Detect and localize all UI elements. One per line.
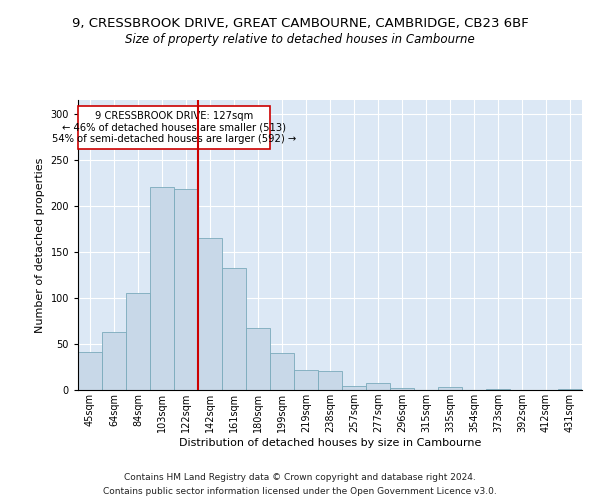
Bar: [294, 370, 318, 390]
Bar: [558, 389, 582, 390]
Bar: [222, 268, 246, 390]
Bar: [126, 294, 150, 390]
Bar: [174, 190, 198, 390]
Bar: [366, 382, 390, 390]
Bar: [342, 386, 366, 390]
Text: Contains public sector information licensed under the Open Government Licence v3: Contains public sector information licen…: [103, 486, 497, 496]
Bar: [486, 389, 510, 390]
Bar: [318, 370, 342, 390]
Text: Contains HM Land Registry data © Crown copyright and database right 2024.: Contains HM Land Registry data © Crown c…: [124, 473, 476, 482]
Y-axis label: Number of detached properties: Number of detached properties: [35, 158, 45, 332]
X-axis label: Distribution of detached houses by size in Cambourne: Distribution of detached houses by size …: [179, 438, 481, 448]
Bar: [246, 328, 270, 390]
Text: 9, CRESSBROOK DRIVE, GREAT CAMBOURNE, CAMBRIDGE, CB23 6BF: 9, CRESSBROOK DRIVE, GREAT CAMBOURNE, CA…: [71, 18, 529, 30]
Bar: [102, 332, 126, 390]
Bar: [78, 352, 102, 390]
Text: 9 CRESSBROOK DRIVE: 127sqm
← 46% of detached houses are smaller (513)
54% of sem: 9 CRESSBROOK DRIVE: 127sqm ← 46% of deta…: [52, 111, 296, 144]
Bar: [438, 387, 462, 390]
FancyBboxPatch shape: [79, 106, 271, 149]
Text: Size of property relative to detached houses in Cambourne: Size of property relative to detached ho…: [125, 32, 475, 46]
Bar: [390, 388, 414, 390]
Bar: [198, 238, 222, 390]
Bar: [270, 353, 294, 390]
Bar: [150, 186, 174, 390]
